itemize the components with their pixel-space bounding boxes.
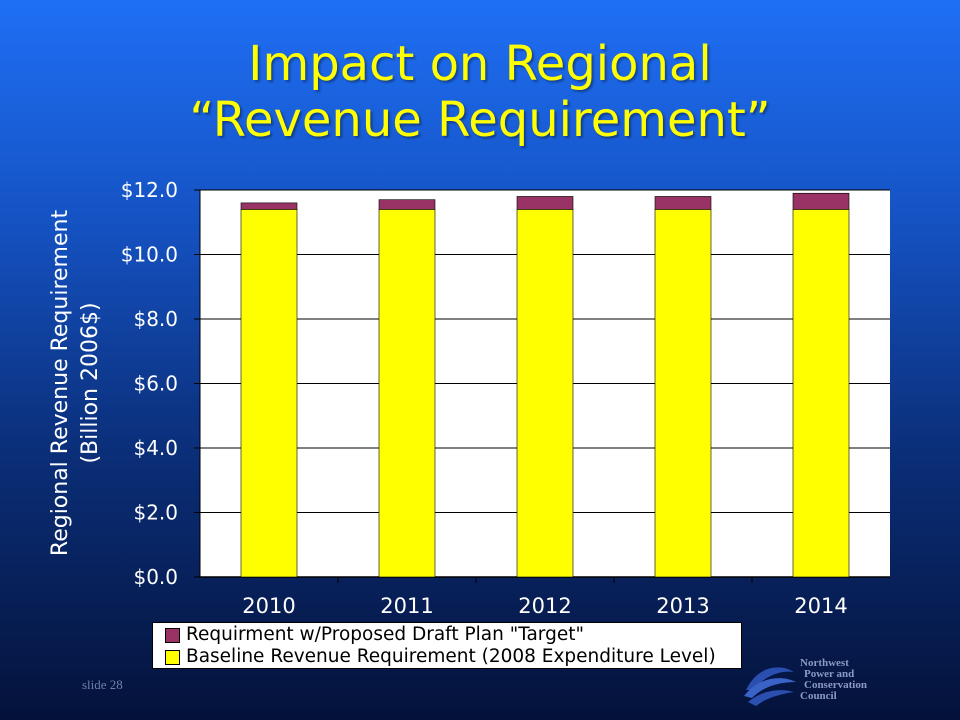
y-tick-label: $0.0: [133, 565, 178, 589]
legend-swatch-baseline: [165, 649, 180, 665]
bar-target: [378, 199, 436, 210]
legend-item-baseline: Baseline Revenue Requirement (2008 Expen…: [165, 646, 741, 668]
y-axis-title: Regional Revenue Requirement (Billion 20…: [46, 173, 110, 593]
slide-title-line-2: “Revenue Requirement”: [189, 92, 771, 148]
x-tick-label: 2010: [242, 594, 295, 618]
council-logo-icon: [744, 667, 796, 706]
y-tick-label: $4.0: [133, 436, 178, 460]
logo-line-2: Power and: [804, 668, 855, 680]
legend-item-target: Requirment w/Proposed Draft Plan "Target…: [165, 624, 741, 646]
logo-line-1: Northwest: [800, 657, 849, 669]
bar-target: [240, 202, 298, 210]
x-tick-label: 2014: [794, 594, 847, 618]
bar-target: [516, 196, 574, 210]
bar-baseline: [378, 209, 436, 578]
x-tick-label: 2013: [656, 594, 709, 618]
bar-baseline: [654, 209, 712, 578]
y-tick-label: $8.0: [133, 307, 178, 331]
legend-label-baseline: Baseline Revenue Requirement (2008 Expen…: [186, 646, 716, 667]
council-logo: Northwest Power and Conservation Council: [742, 656, 892, 712]
y-axis-title-line-2: (Billion 2006$): [78, 302, 103, 464]
slide-title: Impact on Regional “Revenue Requirement”: [0, 36, 960, 148]
bar-target: [792, 192, 850, 210]
bar-baseline: [516, 209, 574, 578]
x-tick-label: 2012: [518, 594, 571, 618]
x-tick-label: 2011: [380, 594, 433, 618]
y-axis-title-line-1: Regional Revenue Requirement: [48, 209, 73, 557]
slide-title-line-1: Impact on Regional: [248, 36, 712, 92]
legend-label-target: Requirment w/Proposed Draft Plan "Target…: [186, 624, 584, 645]
y-tick-label: $12.0: [121, 178, 178, 202]
slide-number: slide 28: [82, 677, 123, 692]
bar-target: [654, 196, 712, 210]
bar-baseline: [240, 209, 298, 578]
logo-line-4: Council: [800, 690, 837, 702]
chart-legend: Requirment w/Proposed Draft Plan "Target…: [152, 622, 742, 669]
y-tick-label: $2.0: [133, 501, 178, 525]
bar-baseline: [792, 209, 850, 578]
y-tick-label: $6.0: [133, 372, 178, 396]
logo-line-3: Conservation: [804, 679, 867, 691]
legend-swatch-target: [165, 627, 180, 643]
y-tick-label: $10.0: [121, 243, 178, 267]
council-logo-text: Northwest Power and Conservation Council: [800, 658, 867, 702]
